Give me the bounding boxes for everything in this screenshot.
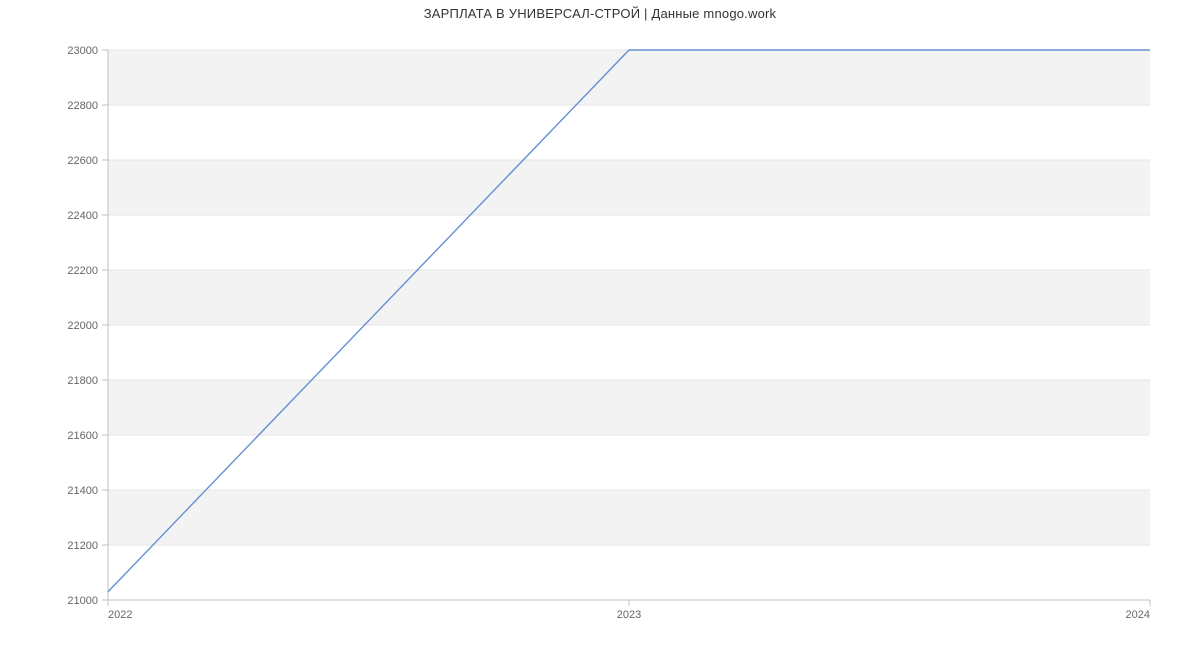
chart-title: ЗАРПЛАТА В УНИВЕРСАЛ-СТРОЙ | Данные mnog… xyxy=(0,6,1200,21)
y-tick-label: 21800 xyxy=(67,375,98,387)
grid-band xyxy=(108,270,1150,325)
y-tick-label: 22600 xyxy=(67,155,98,167)
y-tick-label: 22000 xyxy=(67,320,98,332)
y-tick-label: 21200 xyxy=(67,540,98,552)
x-tick-label: 2024 xyxy=(1126,609,1150,621)
grid-band xyxy=(108,490,1150,545)
grid-band xyxy=(108,160,1150,215)
y-tick-label: 22200 xyxy=(67,265,98,277)
y-tick-label: 22800 xyxy=(67,100,98,112)
y-tick-label: 21400 xyxy=(67,485,98,497)
salary-chart: ЗАРПЛАТА В УНИВЕРСАЛ-СТРОЙ | Данные mnog… xyxy=(0,0,1200,650)
y-tick-label: 22400 xyxy=(67,210,98,222)
x-tick-label: 2023 xyxy=(617,609,641,621)
grid-band xyxy=(108,380,1150,435)
y-tick-label: 21000 xyxy=(67,595,98,607)
x-tick-label: 2022 xyxy=(108,609,132,621)
y-tick-label: 23000 xyxy=(67,45,98,57)
y-tick-label: 21600 xyxy=(67,430,98,442)
grid-band xyxy=(108,50,1150,105)
chart-svg: 21000 21200 21400 21600 21800 22000 22200 22400… xyxy=(0,0,1200,650)
